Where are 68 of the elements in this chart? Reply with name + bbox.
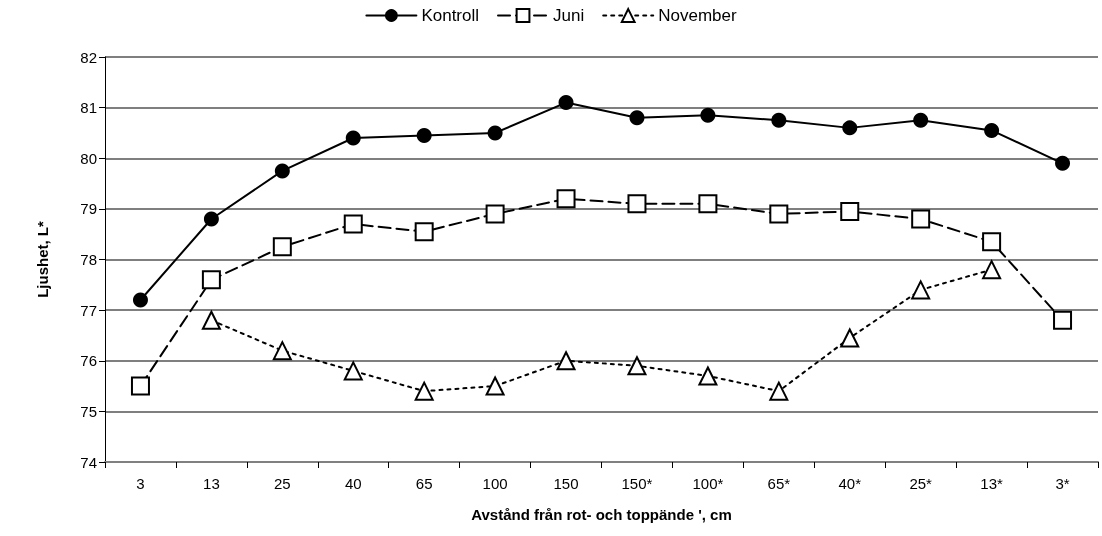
y-tick-label: 79 — [80, 200, 97, 218]
point — [771, 112, 787, 128]
x-tick-label: 13 — [203, 475, 220, 492]
point — [414, 222, 434, 242]
x-tick-label: 65* — [767, 475, 791, 492]
point — [201, 270, 221, 290]
point — [343, 214, 363, 234]
point — [201, 310, 221, 330]
point — [840, 201, 860, 221]
point — [840, 328, 860, 348]
point — [414, 381, 434, 401]
x-tick-label: 100* — [692, 475, 724, 492]
point — [627, 356, 647, 376]
y-tick-label: 74 — [80, 453, 97, 471]
point — [629, 110, 645, 126]
point — [1055, 155, 1071, 171]
point — [203, 211, 219, 227]
legend-label: Kontroll — [421, 6, 480, 25]
point — [487, 125, 503, 141]
y-tick-label: 82 — [80, 48, 97, 66]
y-tick-label: 75 — [80, 402, 97, 420]
y-tick-label: 77 — [80, 301, 97, 319]
x-tick-label: 3* — [1055, 475, 1070, 492]
point — [769, 204, 789, 224]
x-tick-label: 3 — [136, 475, 145, 492]
x-axis-title: Avstånd från rot- och toppände ', cm — [471, 506, 732, 523]
point — [272, 237, 292, 257]
point — [345, 130, 361, 146]
x-tick-label: 150* — [621, 475, 653, 492]
point — [556, 189, 576, 209]
point — [485, 204, 505, 224]
point — [769, 381, 789, 401]
point — [130, 376, 150, 396]
y-tick-label: 78 — [80, 251, 97, 268]
x-tick-label: 100 — [482, 475, 508, 492]
point — [1053, 310, 1073, 330]
x-tick-label: 13* — [980, 475, 1004, 492]
y-tick-label: 81 — [80, 99, 97, 117]
point — [698, 194, 718, 214]
point — [911, 209, 931, 229]
point — [132, 292, 148, 308]
x-tick-label: 40* — [838, 475, 862, 492]
point — [274, 163, 290, 179]
point — [913, 112, 929, 128]
x-tick-label: 25 — [273, 475, 291, 492]
y-tick-label: 80 — [80, 149, 97, 167]
point — [698, 366, 718, 386]
point — [485, 376, 505, 396]
point — [982, 260, 1002, 280]
x-tick-label: 150 — [553, 475, 579, 492]
point — [627, 194, 647, 214]
point — [272, 341, 292, 361]
x-tick-label: 25* — [909, 475, 933, 492]
point — [416, 127, 432, 143]
legend-label: Juni — [553, 6, 585, 25]
point — [558, 95, 574, 111]
point — [842, 120, 858, 136]
x-tick-label: 40 — [344, 475, 362, 492]
point — [700, 107, 716, 123]
x-tick-label: 65 — [415, 475, 433, 492]
legend-label: November — [658, 6, 737, 25]
y-axis-title: Ljushet, L* — [34, 221, 51, 298]
point — [984, 122, 1000, 138]
y-tick-label: 76 — [80, 352, 97, 370]
point — [911, 280, 931, 300]
point — [556, 351, 576, 371]
point — [343, 361, 363, 381]
point — [982, 232, 1002, 252]
